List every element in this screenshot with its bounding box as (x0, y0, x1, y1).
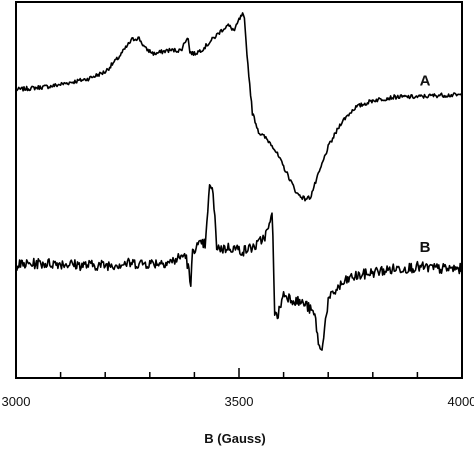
spectrum-trace-b (15, 184, 463, 351)
x-major-ticks: 3000 3500 4000 (2, 368, 474, 409)
series-label-a: A (420, 73, 431, 90)
spectra-traces (15, 12, 463, 351)
plot-frame (15, 1, 463, 379)
spectrum-trace-a (15, 12, 463, 202)
x-tick-label: 4000 (448, 394, 474, 409)
x-tick-label: 3000 (2, 394, 31, 409)
x-minor-ticks (59, 372, 419, 378)
series-labels: AB (420, 73, 431, 257)
x-axis-label: B (Gauss) (204, 431, 265, 446)
x-tick-label: 3500 (225, 394, 254, 409)
series-label-b: B (420, 239, 431, 256)
